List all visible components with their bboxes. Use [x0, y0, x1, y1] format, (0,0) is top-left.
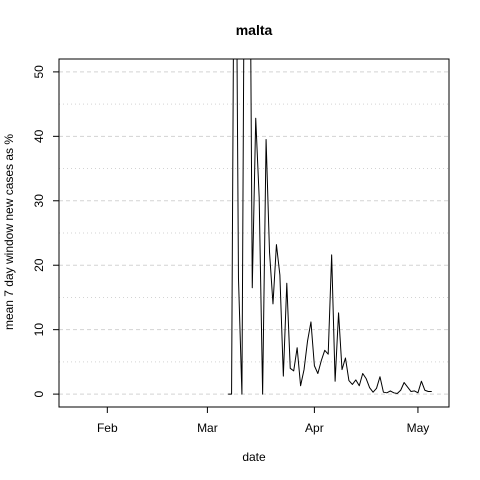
y-tick-label: 0: [32, 390, 46, 397]
y-axis-label: mean 7 day window new cases as %: [2, 134, 16, 330]
y-tick-label: 20: [32, 258, 46, 272]
series-line: [228, 59, 432, 395]
x-tick-label: Mar: [197, 421, 218, 435]
axes: 0 10 20 30 40 50 Feb Mar Apr May: [32, 65, 429, 435]
x-tick-label: Apr: [305, 421, 324, 435]
y-tick-label: 10: [32, 323, 46, 337]
x-axis-label: date: [242, 450, 266, 464]
grid-lines: [59, 71, 449, 395]
y-tick-label: 30: [32, 194, 46, 208]
chart-title: malta: [236, 22, 273, 38]
x-tick-label: Feb: [97, 421, 118, 435]
plot-frame: [58, 58, 450, 408]
y-tick-label: 40: [32, 129, 46, 143]
series-layer: [228, 59, 432, 395]
y-tick-label: 50: [32, 65, 46, 79]
x-tick-label: May: [407, 421, 430, 435]
